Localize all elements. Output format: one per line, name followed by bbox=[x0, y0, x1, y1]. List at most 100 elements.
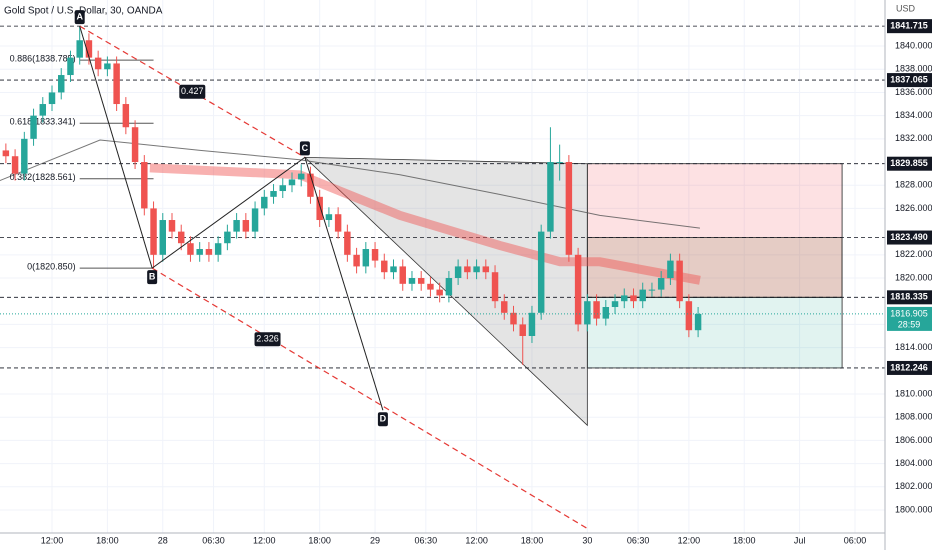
x-tick-label: 18:00 bbox=[733, 535, 756, 545]
candle-body bbox=[94, 57, 102, 70]
candle-body bbox=[454, 266, 462, 279]
candle-body bbox=[30, 115, 37, 139]
x-tick-label: 06:30 bbox=[202, 535, 225, 545]
fib-label: 0(1820.850) bbox=[27, 262, 76, 272]
candle-body bbox=[113, 63, 120, 105]
level-box bbox=[887, 156, 932, 171]
x-tick-label: 30 bbox=[582, 535, 592, 545]
candle-body bbox=[270, 191, 277, 197]
level-box bbox=[887, 19, 932, 34]
pattern-point-box bbox=[377, 412, 388, 427]
candle-body bbox=[67, 57, 74, 76]
candle-body bbox=[205, 249, 213, 255]
moving-average bbox=[0, 139, 701, 229]
x-tick-label: 18:00 bbox=[96, 535, 119, 545]
candle-body bbox=[21, 138, 28, 174]
y-tick-label: 1836.000 bbox=[895, 87, 932, 97]
candle-body bbox=[334, 214, 342, 232]
current-price-box bbox=[887, 306, 932, 331]
y-tick-label: 1828.000 bbox=[895, 180, 932, 190]
candle-body bbox=[519, 324, 526, 337]
level-label: 1837.065 bbox=[890, 74, 928, 84]
candle-body bbox=[584, 301, 591, 325]
pattern-point-box bbox=[299, 141, 310, 156]
candle-body bbox=[187, 243, 194, 255]
level-box bbox=[887, 230, 932, 245]
candle-body bbox=[436, 289, 443, 296]
y-tick-label: 1840.000 bbox=[895, 40, 932, 50]
x-tick-label: 12:00 bbox=[465, 535, 488, 545]
candle-body bbox=[261, 196, 268, 209]
candle-body bbox=[593, 301, 600, 319]
candle-body bbox=[464, 266, 471, 273]
candle-body bbox=[556, 162, 563, 164]
candle-body bbox=[491, 272, 499, 302]
pattern-point-label: B bbox=[149, 272, 156, 282]
y-tick-label: 1826.000 bbox=[895, 203, 932, 213]
x-tick-label: 06:00 bbox=[844, 535, 867, 545]
candle-body bbox=[297, 173, 305, 180]
x-tick-label: 06:30 bbox=[415, 535, 438, 545]
candle-body bbox=[621, 295, 628, 302]
candle-body bbox=[427, 283, 434, 290]
x-tick-label: 06:30 bbox=[627, 535, 650, 545]
candle-body bbox=[159, 220, 166, 255]
candle-body bbox=[648, 289, 656, 291]
level-label: 1829.855 bbox=[890, 158, 928, 168]
candle-body bbox=[417, 278, 425, 284]
y-tick-label: 1800.000 bbox=[895, 504, 932, 514]
candle-body bbox=[76, 40, 83, 58]
current-price-label: 1816.905 bbox=[890, 308, 928, 318]
currency: USD bbox=[896, 3, 916, 13]
pattern-point-label: A bbox=[76, 12, 83, 22]
candle-body bbox=[168, 220, 176, 232]
candle-body bbox=[85, 40, 93, 58]
candle-body bbox=[141, 162, 148, 209]
x-tick-label: 18:00 bbox=[308, 535, 331, 545]
candle-body bbox=[408, 278, 416, 284]
candle-body bbox=[214, 243, 222, 255]
x-tick-label: 28 bbox=[158, 535, 168, 545]
pattern-leg bbox=[304, 157, 384, 411]
level-box bbox=[887, 73, 932, 88]
candle-body bbox=[11, 156, 19, 174]
level-label: 1823.490 bbox=[890, 232, 928, 242]
x-tick-label: Jul bbox=[794, 535, 806, 545]
pattern-point-box bbox=[147, 270, 158, 285]
pattern-leg bbox=[79, 26, 153, 269]
candle-body bbox=[657, 278, 665, 290]
candle-body bbox=[177, 231, 185, 244]
candle-body bbox=[510, 312, 517, 325]
level-label: 1841.715 bbox=[890, 21, 928, 31]
candle-body bbox=[104, 63, 111, 70]
pattern-point-label: C bbox=[302, 143, 309, 153]
pattern-point-label: D bbox=[380, 414, 387, 424]
target-zone bbox=[586, 296, 843, 369]
candle-body bbox=[630, 295, 637, 302]
y-tick-label: 1804.000 bbox=[895, 458, 932, 468]
candle-body bbox=[639, 289, 646, 302]
y-tick-label: 1808.000 bbox=[895, 412, 932, 422]
y-tick-label: 1834.000 bbox=[895, 110, 932, 120]
ratio-label: 2.326 bbox=[256, 334, 279, 344]
candle-body bbox=[344, 231, 351, 255]
candle-body bbox=[251, 208, 259, 232]
candle-body bbox=[501, 301, 508, 313]
level-box bbox=[887, 290, 932, 305]
dashed-line bbox=[151, 267, 588, 530]
y-tick-label: 1832.000 bbox=[895, 133, 932, 143]
candle-body bbox=[353, 254, 360, 267]
fib-label: 0.382(1828.561) bbox=[10, 172, 76, 182]
candle-body bbox=[325, 214, 333, 221]
x-tick-label: 12:00 bbox=[678, 535, 701, 545]
candle-body bbox=[58, 75, 65, 93]
y-tick-label: 1822.000 bbox=[895, 249, 932, 259]
mid-zone bbox=[586, 237, 843, 298]
candle-body bbox=[233, 220, 240, 232]
candle-body bbox=[150, 208, 157, 255]
chart-title: Gold Spot / U.S. Dollar, 30, OANDA bbox=[4, 6, 163, 17]
candle-body bbox=[196, 249, 203, 255]
candle-body bbox=[288, 179, 296, 186]
candle-body bbox=[131, 127, 139, 163]
candle-body bbox=[399, 266, 406, 284]
